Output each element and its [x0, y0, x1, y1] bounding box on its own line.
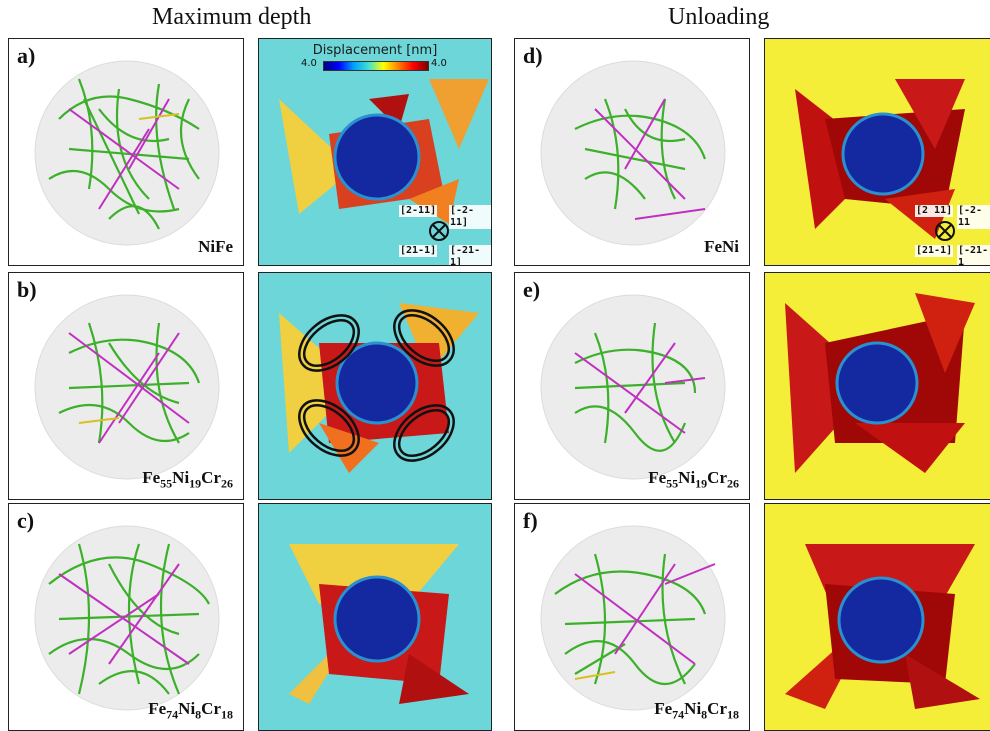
dir-up-left: [2-11] — [399, 205, 438, 217]
panel-c-displacement — [258, 503, 492, 731]
dir-right-up-left: [2 11] — [915, 205, 954, 217]
displacement-map-e — [785, 293, 975, 473]
panel-a-displacement: Displacement [nm] 4.0 4.0 [2-11] [-2-11]… — [258, 38, 492, 266]
displacement-map-f — [785, 544, 980, 709]
panel-label-a: a) — [17, 43, 36, 68]
dislocation-network-f — [540, 525, 726, 711]
panel-c-dislocations: c) Fe74Ni8Cr18 — [8, 503, 244, 731]
colorbar — [323, 61, 429, 71]
panel-e-displacement — [764, 272, 990, 500]
panel-label-b: b) — [17, 277, 37, 302]
colorbar-min: 4.0 — [301, 58, 317, 69]
displacement-map-a — [279, 79, 489, 241]
dir-down-left: [21-1] — [399, 245, 438, 257]
alloy-label-c: Fe74Ni8Cr18 — [148, 698, 233, 721]
dir-right-down-right: [-21-1 — [957, 245, 990, 265]
panel-a-dislocations: a) NiFe — [8, 38, 244, 266]
dislocation-network-a — [34, 60, 220, 246]
panel-label-c: c) — [17, 508, 35, 533]
dislocation-network-d — [540, 60, 726, 246]
dislocation-network-b — [34, 294, 220, 480]
panel-d-displacement: [2 11] [-2-11 [21-1] [-21-1 — [764, 38, 990, 266]
panel-e-dislocations: e) Fe55Ni19Cr26 — [514, 272, 750, 500]
dir-right-up-right: [-2-11 — [957, 205, 990, 229]
dir-right-down-left: [21-1] — [915, 245, 954, 257]
displacement-map-b — [279, 303, 479, 473]
dislocation-network-c — [34, 525, 220, 711]
alloy-label-a: NiFe — [198, 237, 233, 256]
title-unloading: Unloading — [668, 4, 770, 30]
dir-down-right: [-21-1] — [449, 245, 491, 265]
panel-b-displacement — [258, 272, 492, 500]
alloy-label-b: Fe55Ni19Cr26 — [142, 467, 233, 490]
panel-f-dislocations: f) Fe74Ni8Cr18 — [514, 503, 750, 731]
colorbar-max: 4.0 — [431, 58, 447, 69]
alloy-label-d: FeNi — [704, 237, 739, 256]
colorbar-title: Displacement [nm] — [312, 43, 438, 58]
dislocation-network-e — [540, 294, 726, 480]
panel-label-d: d) — [523, 43, 543, 68]
panel-label-f: f) — [523, 508, 538, 533]
displacement-map-d — [795, 79, 965, 241]
panel-b-dislocations: b) Fe55Ni19Cr26 — [8, 272, 244, 500]
dir-up-right: [-2-11] — [449, 205, 491, 229]
displacement-map-c — [289, 544, 469, 704]
alloy-label-f: Fe74Ni8Cr18 — [654, 698, 739, 721]
panel-d-dislocations: d) FeNi — [514, 38, 750, 266]
alloy-label-e: Fe55Ni19Cr26 — [648, 467, 739, 490]
title-maximum-depth: Maximum depth — [152, 4, 312, 30]
panel-f-displacement — [764, 503, 990, 731]
panel-label-e: e) — [523, 277, 541, 302]
